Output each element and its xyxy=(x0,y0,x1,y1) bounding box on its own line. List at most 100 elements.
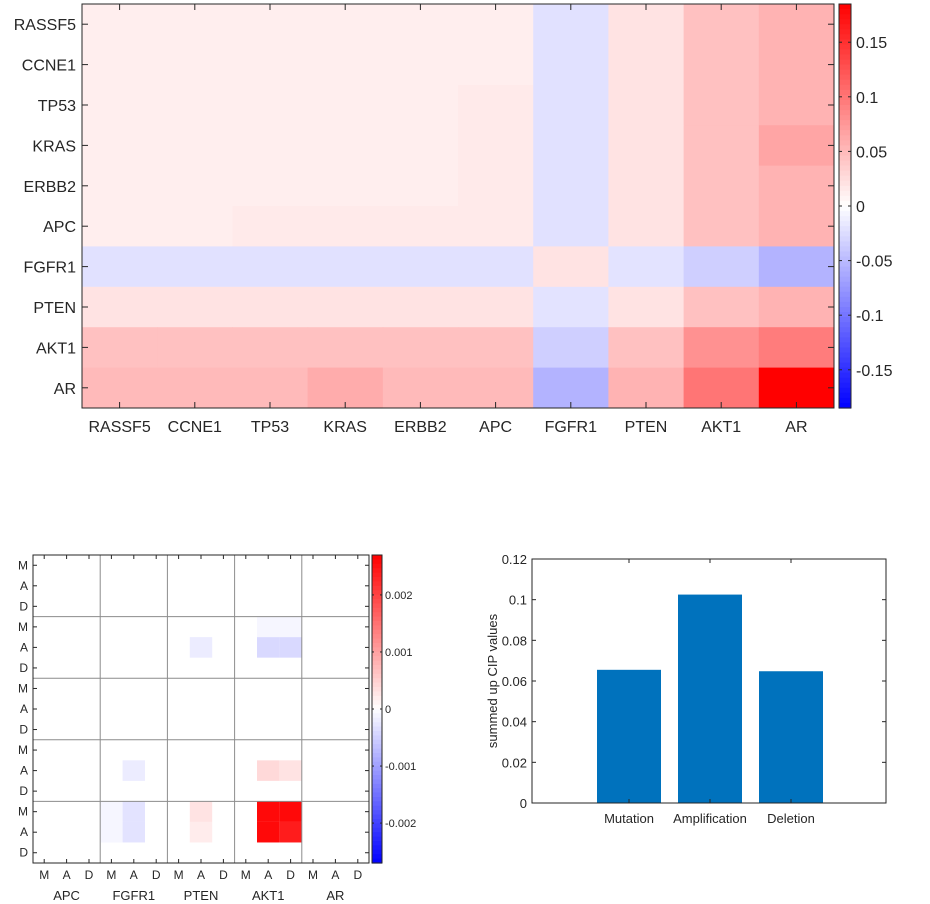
heatmap-cell xyxy=(758,44,835,86)
colorbar-strip xyxy=(839,89,851,96)
colorbar-strip xyxy=(839,190,851,197)
colorbar-strip xyxy=(839,362,851,369)
heatmap-cell xyxy=(758,125,835,167)
subtype-colorbar-strip xyxy=(372,775,382,780)
heatmap-cell xyxy=(458,286,534,328)
colorbar-strip xyxy=(839,332,851,338)
heatmap-col-label: APC xyxy=(479,419,512,436)
bar-category-label: Amplification xyxy=(673,811,747,826)
heatmap-cell xyxy=(232,327,309,369)
colorbar-strip xyxy=(839,276,851,283)
colorbar-strip xyxy=(839,34,851,40)
subtype-colorbar-strip xyxy=(372,568,382,574)
heatmap-cell xyxy=(157,367,233,409)
subtype-colorbar-strip xyxy=(372,722,382,728)
subtype-colorbar-strip xyxy=(372,770,382,776)
subtype-colorbar-strip xyxy=(372,647,382,653)
subtype-colorbar-strip xyxy=(372,673,382,679)
heatmap-cell xyxy=(382,246,459,288)
colorbar-strip xyxy=(839,120,851,126)
heatmap-cell xyxy=(458,206,534,247)
subtype-colorbar-strip xyxy=(372,594,382,600)
heatmap-cell xyxy=(533,286,609,328)
bar-category-label: Deletion xyxy=(767,811,815,826)
subtype-colorbar-strip xyxy=(372,577,382,582)
colorbar-strip xyxy=(839,110,851,116)
subtype-colorbar-strip xyxy=(372,590,382,596)
subtype-colorbar-strip xyxy=(372,603,382,609)
heatmap-cell xyxy=(458,44,534,86)
heatmap-cell xyxy=(382,84,459,126)
heatmap-col-label: CCNE1 xyxy=(168,419,222,436)
heatmap-cell xyxy=(82,206,158,247)
colorbar-strip xyxy=(839,221,851,227)
heatmap-cell xyxy=(533,4,609,45)
subtype-col-label: A xyxy=(130,868,138,882)
subtype-row-label: D xyxy=(19,599,28,613)
colorbar-strip xyxy=(839,150,851,157)
heatmap-cell xyxy=(82,286,158,328)
subtype-cell xyxy=(279,821,302,843)
heatmap-cell xyxy=(307,367,384,409)
heatmap-col-label: AKT1 xyxy=(701,419,741,436)
colorbar-strip xyxy=(839,145,851,152)
colorbar-strip xyxy=(839,317,851,323)
heatmap-cell xyxy=(458,4,534,45)
colorbar-strip xyxy=(839,226,851,232)
subtype-colorbar-strip xyxy=(372,832,382,838)
heatmap-cell xyxy=(307,4,384,45)
colorbar-strip xyxy=(839,115,851,121)
subtype-colorbar-strip xyxy=(372,665,382,670)
colorbar-strip xyxy=(839,14,851,20)
subtype-colorbar-strip xyxy=(372,753,382,758)
subtype-colorbar-strip xyxy=(372,823,382,829)
subtype-cell xyxy=(122,801,145,822)
subtype-row-label: D xyxy=(19,846,28,860)
subtype-colorbar-strip xyxy=(372,827,382,833)
bar-mutation xyxy=(597,669,661,803)
subtype-colorbar-strip xyxy=(372,744,382,750)
colorbar-strip xyxy=(839,24,851,30)
heatmap-cell xyxy=(157,4,233,45)
heatmap-cell xyxy=(608,125,685,167)
heatmap-cell xyxy=(758,84,835,126)
colorbar-strip xyxy=(839,256,851,263)
subtype-colorbar-strip xyxy=(372,691,382,697)
heatmap-cell xyxy=(157,165,233,207)
colorbar-strip xyxy=(839,200,851,207)
subtype-colorbar-strip xyxy=(372,625,382,631)
subtype-colorbar-strip xyxy=(372,810,382,816)
heatmap-cell xyxy=(533,44,609,86)
colorbar-strip xyxy=(839,301,851,308)
heatmap-cell xyxy=(307,286,384,328)
colorbar-strip xyxy=(839,271,851,278)
subtype-colorbar-strip xyxy=(372,766,382,772)
heatmap-row-label: TP53 xyxy=(38,98,76,115)
subtype-col-label: D xyxy=(286,868,295,882)
bar-amplification xyxy=(678,594,742,803)
subtype-colorbar-strip xyxy=(372,581,382,587)
heatmap-cell xyxy=(533,246,609,288)
heatmap-cell xyxy=(232,84,309,126)
subtype-col-label: D xyxy=(85,868,94,882)
bar-ytick-label: 0.1 xyxy=(509,593,527,608)
subtype-colorbar-strip xyxy=(372,682,382,688)
heatmap-cell xyxy=(758,165,835,207)
subtype-group-label: PTEN xyxy=(184,888,219,903)
colorbar-strip xyxy=(839,84,851,91)
colorbar-strip xyxy=(839,246,851,253)
colorbar-strip xyxy=(839,352,851,359)
colorbar-strip xyxy=(839,29,851,35)
colorbar-strip xyxy=(839,9,851,15)
heatmap-cell xyxy=(683,286,760,328)
colorbar-strip xyxy=(839,382,851,389)
heatmap-col-label: AR xyxy=(785,419,807,436)
heatmap-cell xyxy=(307,125,384,167)
heatmap-cell xyxy=(533,206,609,247)
heatmap-cell xyxy=(683,246,760,288)
heatmap-row-label: AR xyxy=(54,381,76,398)
heatmap-cell xyxy=(82,44,158,86)
subtype-cell xyxy=(100,801,123,822)
heatmap-cell xyxy=(683,4,760,45)
heatmap-cell xyxy=(533,367,609,409)
